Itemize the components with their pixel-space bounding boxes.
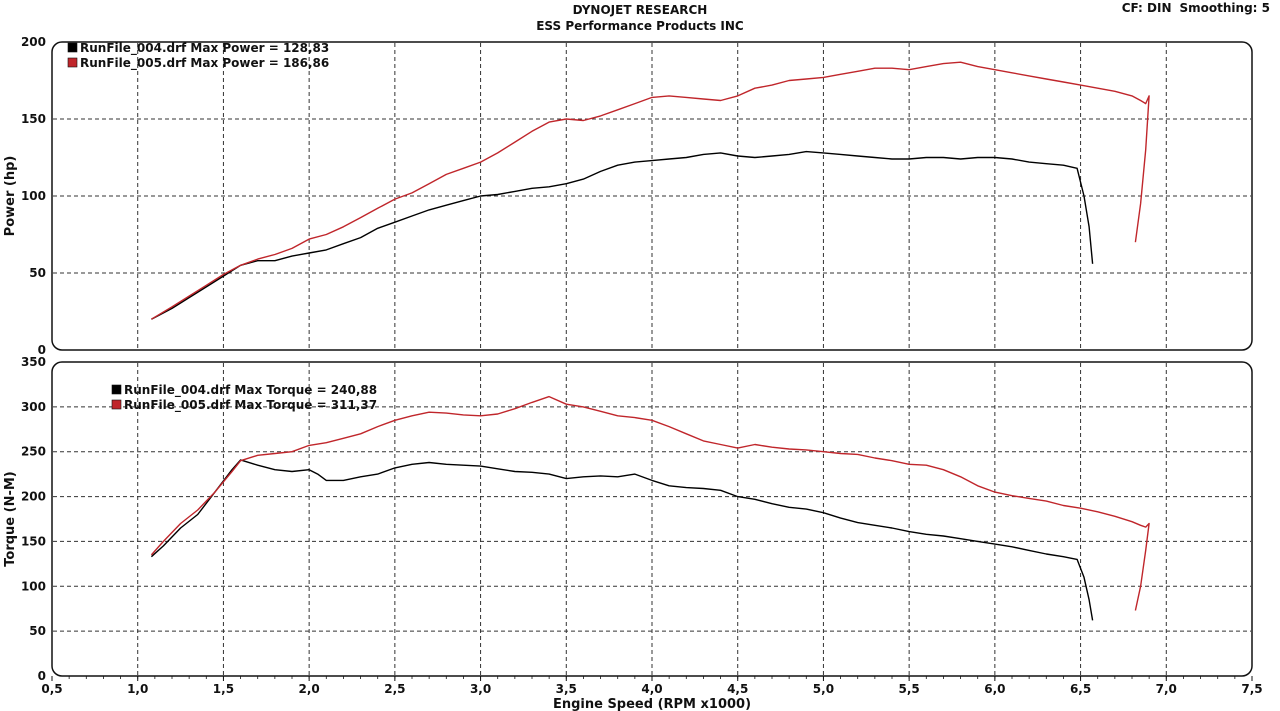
xtick-label: 4,5: [727, 682, 748, 696]
xtick-label: 5,0: [813, 682, 834, 696]
xtick-label: 7,5: [1241, 682, 1262, 696]
xtick-label: 5,5: [899, 682, 920, 696]
power-series-line-005: [151, 61, 1150, 320]
xtick-label: 6,5: [1070, 682, 1091, 696]
torque-ytick-label: 50: [29, 624, 46, 638]
smoothing-label: Smoothing: 5: [1179, 1, 1271, 15]
power-ytick-label: 200: [21, 35, 46, 49]
torque-series-line-005: [150, 395, 1150, 611]
xtick-label: 2,5: [384, 682, 405, 696]
power-series-line-004: [151, 150, 1094, 320]
torque-ytick-label: 150: [21, 534, 46, 548]
page-title: DYNOJET RESEARCH: [572, 3, 708, 17]
power-ytick-label: 150: [21, 112, 46, 126]
torque-series-line-004: [150, 459, 1094, 621]
torque-ytick-label: 0: [38, 669, 46, 683]
power-legend-swatch: [67, 57, 78, 68]
torque-ytick-label: 100: [21, 579, 46, 593]
cf-label: CF: DIN: [1121, 1, 1172, 15]
xtick-label: 2,0: [299, 682, 320, 696]
torque-legend-swatch: [111, 384, 122, 395]
power-ytick-label: 0: [38, 343, 46, 357]
xtick-label: 7,0: [1156, 682, 1177, 696]
xtick-label: 1,0: [127, 682, 148, 696]
xtick-label: 6,0: [984, 682, 1005, 696]
correction-info: CF: DIN Smoothing: 5: [1122, 1, 1270, 15]
xtick-label: 1,5: [213, 682, 234, 696]
xtick-label: 4,0: [641, 682, 662, 696]
torque-ytick-label: 300: [21, 400, 46, 414]
torque-ytick-label: 350: [21, 355, 46, 369]
xtick-label: 3,5: [556, 682, 577, 696]
torque-legend-entry: RunFile_004.drf Max Torque = 240,88: [124, 383, 377, 398]
power-ytick-label: 100: [21, 189, 46, 203]
power-ytick-label: 50: [29, 266, 46, 280]
power-legend-swatch: [67, 42, 78, 53]
power-legend-entry: RunFile_004.drf Max Power = 128,83: [80, 41, 329, 56]
torque-legend-swatch: [111, 399, 122, 410]
torque-ytick-label: 250: [21, 445, 46, 459]
torque-ytick-label: 200: [21, 490, 46, 504]
torque-legend-entry: RunFile_005.drf Max Torque = 311,37: [124, 398, 377, 413]
xtick-label: 0,5: [41, 682, 62, 696]
power-legend-entry: RunFile_005.drf Max Power = 186,86: [80, 56, 329, 71]
xtick-label: 3,0: [470, 682, 491, 696]
page-subtitle: ESS Performance Products INC: [536, 19, 744, 33]
power-axis-label: Power (hp): [3, 156, 18, 237]
torque-axis-label: Torque (N-M): [3, 471, 18, 566]
x-axis-label: Engine Speed (RPM x1000): [553, 697, 751, 711]
